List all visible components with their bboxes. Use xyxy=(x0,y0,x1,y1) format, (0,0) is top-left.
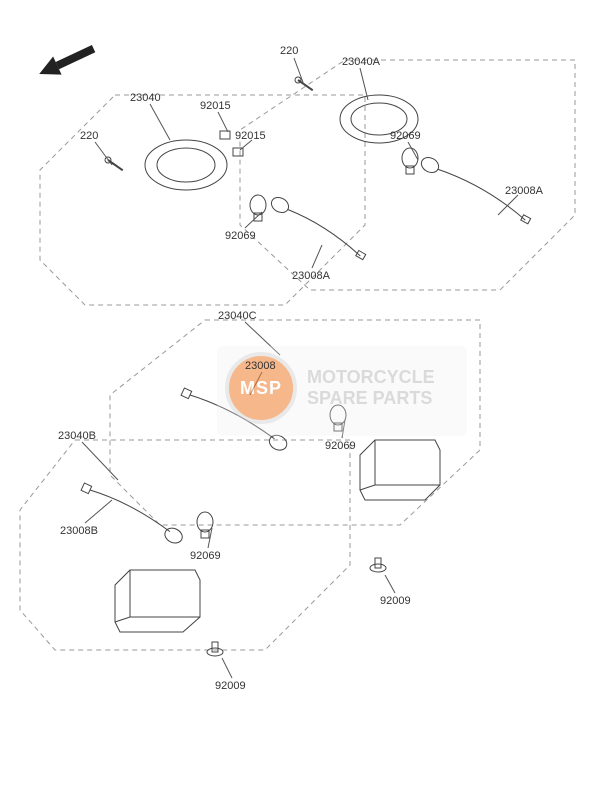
watermark-badge-text: MSP xyxy=(240,378,282,399)
callout-23008A: 23008A xyxy=(292,270,330,282)
diagram-canvas: MSP MOTORCYCLE SPARE PARTS 220 23040A 23… xyxy=(0,0,600,785)
callout-23040A: 23040A xyxy=(342,56,380,68)
callout-23040: 23040 xyxy=(130,92,161,104)
callout-92069: 92069 xyxy=(225,230,256,242)
callout-23040C: 23040C xyxy=(218,310,257,322)
callout-23040B: 23040B xyxy=(58,430,96,442)
callout-92009: 92009 xyxy=(380,595,411,607)
callout-92009: 92009 xyxy=(215,680,246,692)
callout-23008A: 23008A xyxy=(505,185,543,197)
callout-92015: 92015 xyxy=(200,100,231,112)
callout-92015: 92015 xyxy=(235,130,266,142)
watermark-line2: SPARE PARTS xyxy=(307,388,435,409)
callout-92069: 92069 xyxy=(390,130,421,142)
callout-23008: 23008 xyxy=(245,360,276,372)
callout-92069: 92069 xyxy=(190,550,221,562)
callout-220: 220 xyxy=(80,130,98,142)
watermark-line1: MOTORCYCLE xyxy=(307,367,435,388)
watermark-text: MOTORCYCLE SPARE PARTS xyxy=(307,367,435,408)
callout-92069: 92069 xyxy=(325,440,356,452)
callout-23008B: 23008B xyxy=(60,525,98,537)
callout-220: 220 xyxy=(280,45,298,57)
